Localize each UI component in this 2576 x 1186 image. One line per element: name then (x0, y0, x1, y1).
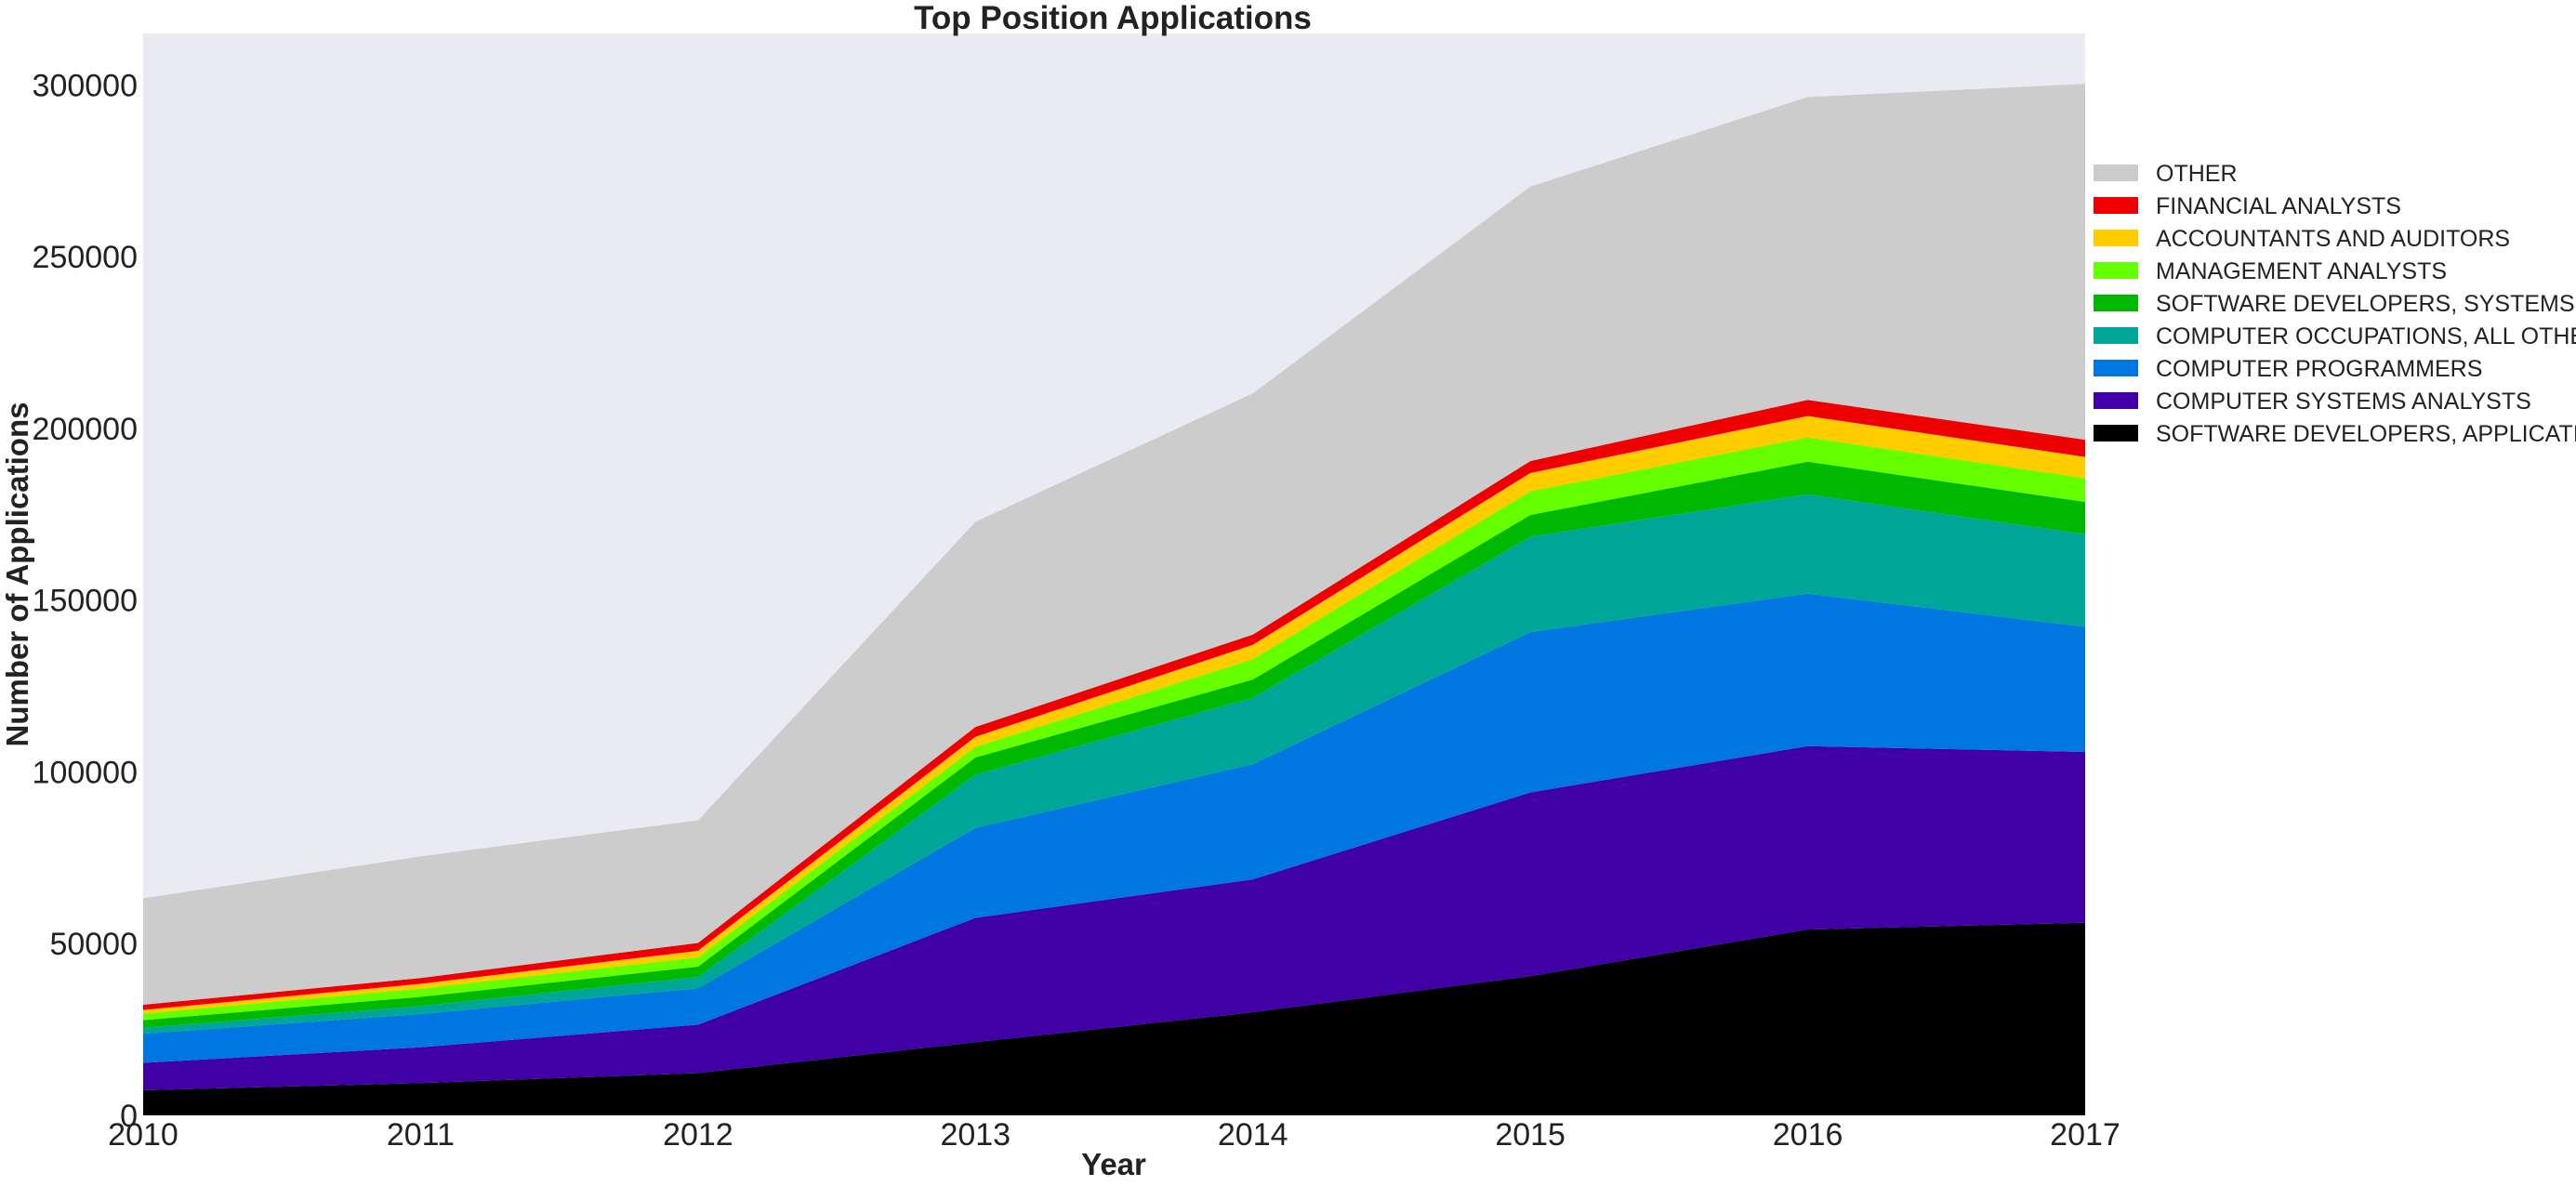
x-tick-labels: 2010 2011 2012 2013 2014 2015 2016 2017 (108, 1117, 2120, 1153)
y-tick-label-100000: 100000 (33, 755, 138, 790)
legend-swatch-management-analysts (2094, 262, 2138, 279)
y-tick-label-300000: 300000 (33, 68, 138, 103)
area-series-group (143, 84, 2085, 1115)
x-tick-label-2013: 2013 (940, 1117, 1011, 1153)
x-tick-label-2010: 2010 (108, 1117, 178, 1153)
x-tick-label-2011: 2011 (387, 1117, 455, 1153)
x-tick-label-2014: 2014 (1218, 1117, 1288, 1153)
legend-label-computer-systems-analysts: COMPUTER SYSTEMS ANALYSTS (2156, 389, 2531, 415)
x-tick-label-2012: 2012 (663, 1117, 733, 1153)
y-axis-title: Number of Applications (0, 402, 34, 747)
legend: OTHER FINANCIAL ANALYSTS ACCOUNTANTS AND A… (2094, 161, 2576, 447)
legend-label-accountants-and-auditors: ACCOUNTANTS AND AUDITORS (2156, 226, 2510, 252)
y-tick-labels: 0 50000 100000 150000 200000 250000 300000 (33, 68, 138, 1134)
legend-swatch-computer-programmers (2094, 360, 2138, 376)
x-axis-title: Year (1081, 1147, 1146, 1181)
x-tick-label-2017: 2017 (2050, 1117, 2120, 1153)
y-tick-label-150000: 150000 (33, 584, 138, 619)
legend-label-financial-analysts: FINANCIAL ANALYSTS (2156, 193, 2401, 219)
chart-title: Top Position Applications (914, 0, 1312, 36)
legend-swatch-computer-occupations-all-other (2094, 327, 2138, 344)
y-tick-label-250000: 250000 (33, 240, 138, 275)
legend-swatch-other (2094, 165, 2138, 181)
area-computer-systems-analysts (143, 745, 2085, 1090)
legend-label-management-analysts: MANAGEMENT ANALYSTS (2156, 258, 2447, 284)
legend-swatch-accountants-and-auditors (2094, 230, 2138, 246)
area-computer-occupations-all-other (143, 494, 2085, 1034)
y-tick-label-50000: 50000 (49, 927, 138, 962)
area-software-developers-applications (143, 922, 2085, 1115)
y-tick-label-0: 0 (120, 1099, 138, 1134)
x-tick-label-2015: 2015 (1495, 1117, 1565, 1153)
area-computer-programmers (143, 593, 2085, 1063)
legend-label-software-developers-applications: SOFTWARE DEVELOPERS, APPLICATIONS (2156, 421, 2576, 447)
y-tick-label-200000: 200000 (33, 412, 138, 447)
legend-label-computer-programmers: COMPUTER PROGRAMMERS (2156, 356, 2482, 382)
legend-label-other: OTHER (2156, 161, 2238, 187)
x-tick-label-2016: 2016 (1773, 1117, 1843, 1153)
legend-swatch-software-developers-systems-software (2094, 295, 2138, 311)
legend-swatch-computer-systems-analysts (2094, 392, 2138, 409)
legend-swatch-software-developers-applications (2094, 425, 2138, 441)
legend-label-software-developers-systems-software: SOFTWARE DEVELOPERS, SYSTEMS SOFTWARE (2156, 291, 2576, 317)
legend-swatch-financial-analysts (2094, 197, 2138, 214)
legend-label-computer-occupations-all-other: COMPUTER OCCUPATIONS, ALL OTHER (2156, 323, 2576, 349)
area-other (143, 84, 2085, 1006)
